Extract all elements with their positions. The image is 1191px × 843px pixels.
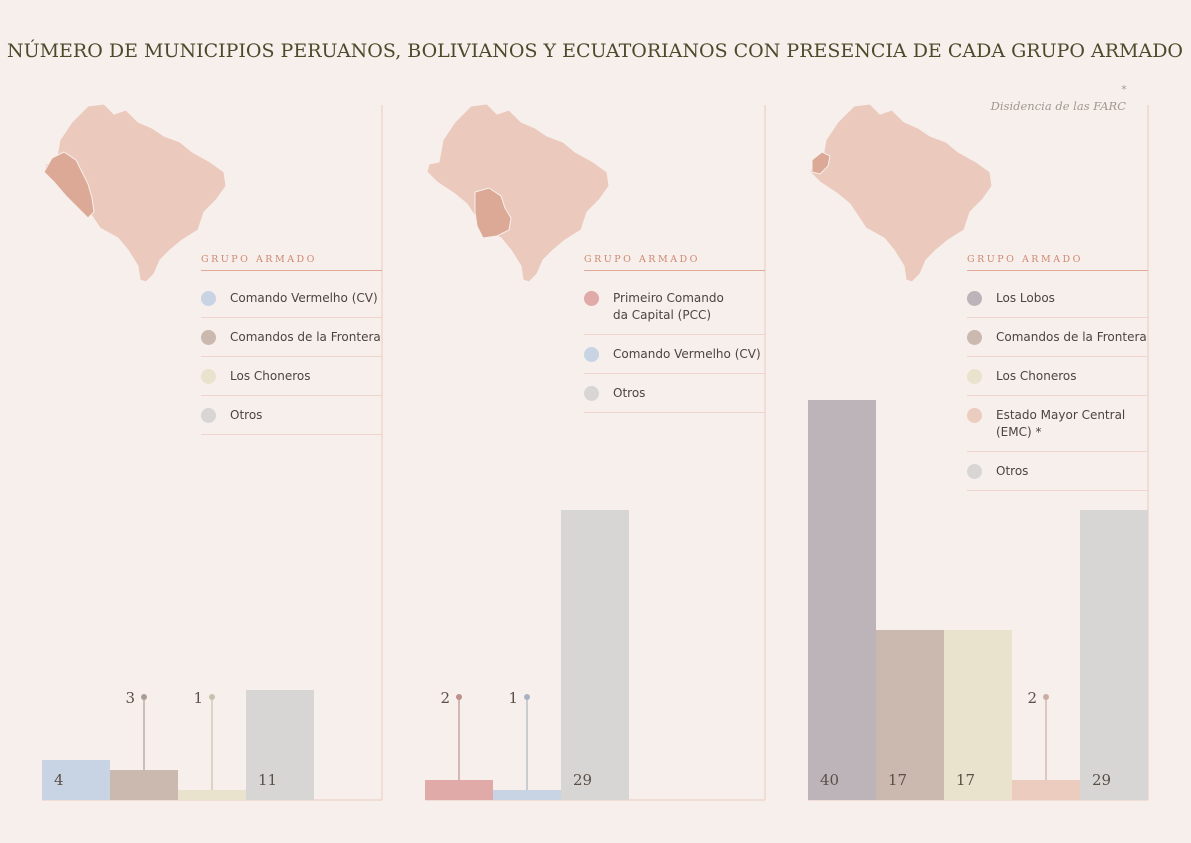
bar — [808, 400, 876, 800]
legend-swatch — [584, 386, 599, 401]
legend-item: Primeiro Comando da Capital (PCC) — [584, 279, 765, 335]
legend-label: Estado Mayor Central (EMC) * — [996, 408, 1126, 439]
value-label: 3 — [125, 689, 135, 707]
bar — [1012, 780, 1080, 800]
label-dot — [524, 694, 530, 700]
legend-list: Los Lobos Comandos de la Frontera Los Chon… — [967, 271, 1148, 491]
map-land — [426, 103, 610, 283]
legend: GRUPO ARMADO Primeiro Comando da Capital … — [584, 254, 765, 413]
legend-swatch — [201, 330, 216, 345]
legend-swatch — [967, 408, 982, 423]
value-label: 40 — [820, 771, 839, 789]
label-dot — [141, 694, 147, 700]
legend-label: Comando Vermelho (CV) — [230, 291, 378, 305]
note-text: Disidencia de las FARC — [990, 99, 1127, 113]
legend-item: Los Lobos — [967, 279, 1148, 318]
legend-swatch — [584, 347, 599, 362]
legend-label: Comandos de la Frontera — [230, 330, 381, 344]
value-label: 1 — [193, 689, 203, 707]
value-label: 2 — [1027, 689, 1037, 707]
bar — [944, 630, 1012, 800]
map — [809, 103, 993, 283]
legend-item: Los Choneros — [201, 357, 382, 396]
value-label: 17 — [956, 771, 975, 789]
bar — [493, 790, 561, 800]
value-label: 11 — [258, 771, 277, 789]
chart-title: NÚMERO DE MUNICIPIOS PERUANOS, BOLIVIANO… — [7, 39, 1183, 62]
bar — [561, 510, 629, 800]
legend-item: Comandos de la Frontera — [201, 318, 382, 357]
bar — [178, 790, 246, 800]
legend-title: GRUPO ARMADO — [967, 254, 1148, 271]
legend-title: GRUPO ARMADO — [584, 254, 765, 271]
legend-swatch — [967, 330, 982, 345]
label-dot — [209, 694, 215, 700]
legend-item: Los Choneros — [967, 357, 1148, 396]
legend-item: Otros — [584, 374, 765, 413]
legend-label: Otros — [613, 386, 646, 400]
legend-item: Estado Mayor Central (EMC) * — [967, 396, 1148, 452]
value-label: 4 — [54, 771, 64, 789]
legend-label: Otros — [230, 408, 263, 422]
value-label: 29 — [573, 771, 592, 789]
bar — [876, 630, 944, 800]
legend-item: Comando Vermelho (CV) — [201, 279, 382, 318]
legend-item: Comando Vermelho (CV) — [584, 335, 765, 374]
legend-item: Comandos de la Frontera — [967, 318, 1148, 357]
legend-swatch — [967, 369, 982, 384]
legend-label: Los Choneros — [996, 369, 1077, 383]
map-country — [811, 151, 831, 175]
legend-swatch — [967, 464, 982, 479]
map — [426, 103, 610, 283]
legend-label: Primeiro Comando da Capital (PCC) — [613, 291, 724, 322]
legend-label: Los Lobos — [996, 291, 1055, 305]
bar — [1080, 510, 1148, 800]
label-dot — [1043, 694, 1049, 700]
bar — [110, 770, 178, 800]
legend-label: Los Choneros — [230, 369, 311, 383]
bar — [246, 690, 314, 800]
bar — [42, 760, 110, 800]
legend-title: GRUPO ARMADO — [201, 254, 382, 271]
map-land — [809, 103, 993, 283]
value-label: 2 — [440, 689, 450, 707]
legend-item: Otros — [967, 452, 1148, 491]
legend: GRUPO ARMADO Los Lobos Comandos de la Fron… — [967, 254, 1148, 491]
legend: GRUPO ARMADO Comando Vermelho (CV) Comando… — [201, 254, 382, 435]
value-label: 29 — [1092, 771, 1111, 789]
map-country — [43, 151, 95, 219]
value-label: 17 — [888, 771, 907, 789]
legend-label: Otros — [996, 464, 1029, 478]
legend-swatch — [201, 369, 216, 384]
label-dot — [456, 694, 462, 700]
legend-label: Comando Vermelho (CV) — [613, 347, 761, 361]
legend-label: Comandos de la Frontera — [996, 330, 1147, 344]
note-symbol: * — [1121, 83, 1127, 96]
legend-swatch — [201, 408, 216, 423]
legend-swatch — [201, 291, 216, 306]
legend-list: Comando Vermelho (CV) Comandos de la Fron… — [201, 271, 382, 435]
value-label: 1 — [508, 689, 518, 707]
legend-item: Otros — [201, 396, 382, 435]
legend-swatch — [584, 291, 599, 306]
legend-list: Primeiro Comando da Capital (PCC) Comando… — [584, 271, 765, 413]
legend-swatch — [967, 291, 982, 306]
bar — [425, 780, 493, 800]
map — [43, 103, 227, 283]
map-country — [474, 187, 512, 239]
